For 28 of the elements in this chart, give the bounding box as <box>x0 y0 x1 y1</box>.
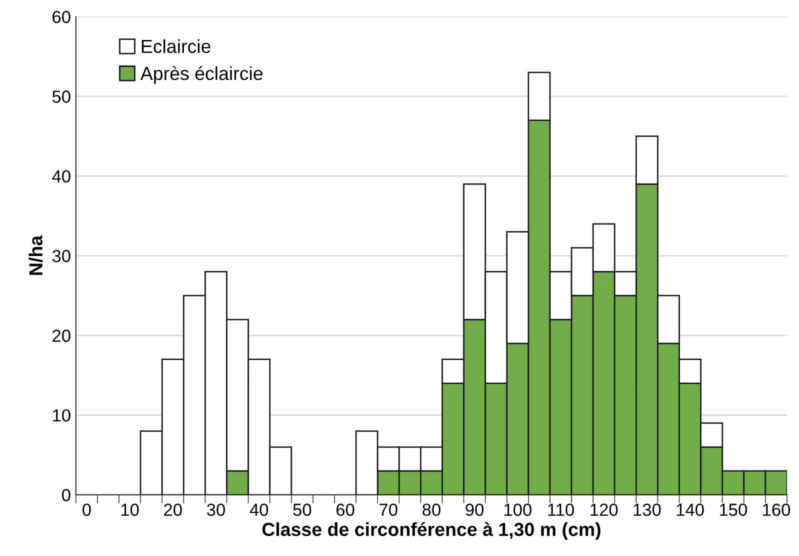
y-tick-label: 10 <box>53 409 70 422</box>
y-tick-label: 30 <box>52 250 70 262</box>
y-tick-label: 60 <box>52 10 70 24</box>
x-axis-title: Classe de circonférence à 1,30 m (cm) <box>262 522 600 540</box>
x-tick-label: 0 <box>82 504 91 516</box>
x-tick-label: 80 <box>422 504 440 516</box>
x-tick-label: 20 <box>164 504 182 516</box>
x-tick-label: 100 <box>504 504 532 516</box>
x-tick-label: 160 <box>763 504 790 516</box>
x-tick-label: 60 <box>336 504 354 516</box>
y-axis-title: N/ha <box>28 235 43 275</box>
x-tick-label: 130 <box>634 504 661 516</box>
x-tick-label: 140 <box>676 504 704 516</box>
y-tick-label: 20 <box>52 330 70 342</box>
legend-label: Eclaircie <box>142 39 210 54</box>
y-tick-label: 0 <box>62 489 70 502</box>
x-tick-label: 150 <box>720 504 747 516</box>
y-tick-label: 50 <box>52 90 70 103</box>
legend-label: Après éclaircie <box>140 66 262 84</box>
x-tick-label: 50 <box>293 504 312 516</box>
x-tick-label: 110 <box>548 504 574 516</box>
x-tick-label: 40 <box>250 504 268 516</box>
y-tick-label: 40 <box>52 170 70 183</box>
x-tick-label: 90 <box>466 504 484 516</box>
x-tick-label: 70 <box>380 504 398 516</box>
x-tick-label: 10 <box>121 504 139 516</box>
x-tick-label: 120 <box>590 504 618 516</box>
x-tick-label: 30 <box>206 504 225 516</box>
